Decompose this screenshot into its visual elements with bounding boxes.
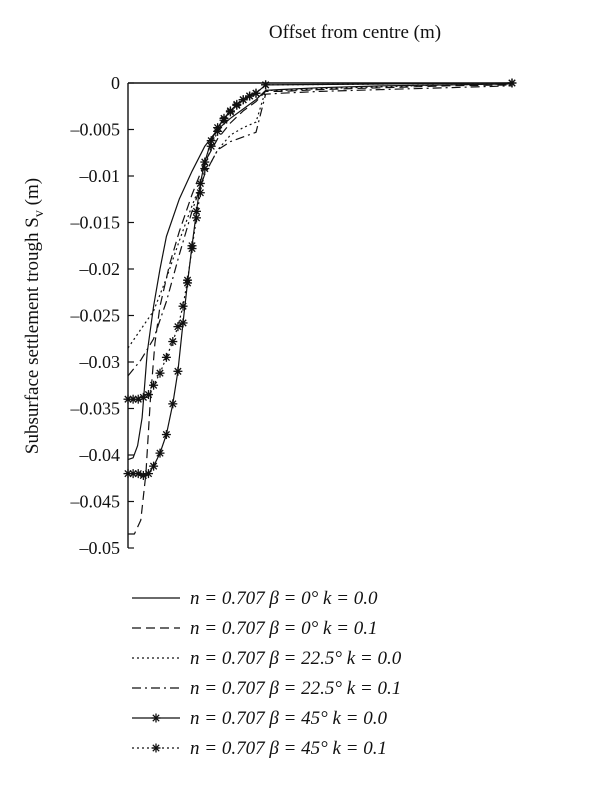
series-4 — [127, 85, 513, 377]
legend: n = 0.707 β = 0° k = 0.0 n = 0.707 β = 0°… — [132, 588, 402, 759]
legend-entry: n = 0.707 β = 0° k = 0.1 — [132, 618, 377, 639]
legend-label: n = 0.707 β = 0° k = 0.0 — [190, 588, 378, 609]
legend-entry: n = 0.707 β = 22.5° k = 0.0 — [132, 648, 402, 669]
series-6-point — [238, 95, 248, 105]
series-5-point — [178, 318, 188, 328]
series-5-point — [168, 399, 178, 409]
series-1-line — [127, 83, 513, 461]
series-1 — [127, 83, 513, 461]
y-tick-label: –0.04 — [79, 445, 121, 465]
y-axis-title-subscript: v — [32, 210, 47, 217]
y-tick-label: 0 — [111, 73, 120, 93]
series-5-point — [143, 469, 153, 479]
series-4-line — [127, 85, 513, 377]
series-6-point — [219, 115, 229, 125]
series-6-point — [178, 301, 188, 311]
axes — [127, 82, 512, 548]
series-6-point — [191, 213, 201, 223]
y-tick-label: –0.05 — [79, 538, 121, 558]
series-6-line — [128, 82, 513, 400]
series-5-point — [173, 366, 183, 376]
series-6-point — [143, 390, 153, 400]
legend-label: n = 0.707 β = 45° k = 0.1 — [190, 738, 387, 759]
y-ticks: 0 –0.005 –0.01 –0.015 –0.02 –0.025 –0.03 –0.035… — [70, 73, 134, 558]
series-5 — [123, 78, 517, 480]
y-tick-label: –0.025 — [70, 306, 121, 326]
series-lines — [123, 78, 517, 535]
legend-entry: n = 0.707 β = 45° k = 0.0 — [132, 708, 387, 729]
series-3-line — [127, 83, 513, 349]
legend-label: n = 0.707 β = 45° k = 0.0 — [190, 708, 387, 729]
series-6-point — [251, 88, 261, 98]
series-5-point — [195, 178, 205, 188]
legend-label: n = 0.707 β = 22.5° k = 0.0 — [190, 648, 402, 669]
series-6-point — [187, 244, 197, 254]
y-tick-label: –0.005 — [70, 120, 121, 140]
legend-marker — [151, 713, 161, 723]
y-tick-label: –0.01 — [79, 166, 121, 186]
series-6-point — [195, 188, 205, 198]
series-6-point — [155, 368, 165, 378]
y-tick-label: –0.045 — [70, 492, 121, 512]
y-axis-title-main: Subsurface settlement trough S — [22, 217, 43, 454]
legend-entry: n = 0.707 β = 45° k = 0.1 — [132, 738, 387, 759]
y-tick-label: –0.03 — [79, 352, 121, 372]
series-6-point — [206, 141, 216, 151]
legend-marker — [151, 743, 161, 753]
series-5-point — [149, 461, 159, 471]
series-6-point — [168, 337, 178, 347]
series-6-point — [183, 275, 193, 285]
legend-entry: n = 0.707 β = 0° k = 0.0 — [132, 588, 378, 609]
series-5-point — [161, 430, 171, 440]
series-6-point — [149, 380, 159, 390]
legend-label: n = 0.707 β = 22.5° k = 0.1 — [190, 678, 401, 699]
series-6-point — [507, 78, 517, 88]
series-2 — [128, 84, 513, 535]
series-5-line — [128, 82, 513, 477]
legend-label: n = 0.707 β = 0° k = 0.1 — [190, 618, 377, 639]
series-5-point — [155, 448, 165, 458]
series-6-point — [225, 107, 235, 117]
series-2-line — [128, 84, 513, 535]
series-6-point — [261, 80, 271, 90]
y-tick-label: –0.015 — [70, 213, 121, 233]
series-6-point — [200, 164, 210, 174]
y-axis-title-unit: (m) — [22, 178, 43, 210]
series-3 — [127, 83, 513, 349]
series-6 — [123, 78, 517, 404]
series-6-point — [173, 322, 183, 332]
y-axis-title: Subsurface settlement trough Sv (m) — [22, 178, 47, 454]
y-tick-label: –0.035 — [70, 399, 121, 419]
legend-entry: n = 0.707 β = 22.5° k = 0.1 — [132, 678, 401, 699]
series-6-point — [213, 126, 223, 136]
x-axis-title: Offset from centre (m) — [269, 22, 441, 43]
series-6-point — [161, 352, 171, 362]
series-6-point — [232, 100, 242, 110]
y-tick-label: –0.02 — [79, 259, 121, 279]
